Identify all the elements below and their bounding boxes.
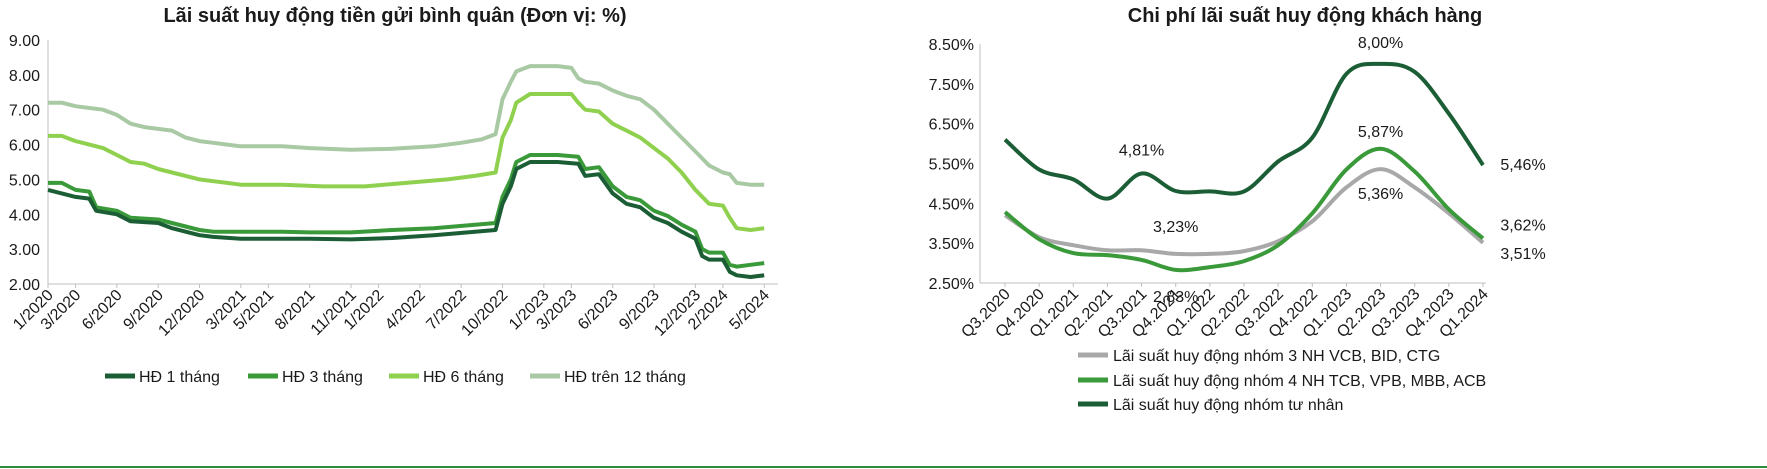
right-data-label: 2,83% (1153, 289, 1198, 306)
left-x-tick-label: 12/2020 (155, 287, 208, 340)
right-series-group (1003, 61, 1485, 273)
right-data-label: 5,87% (1358, 124, 1403, 141)
left-series-line-0 (47, 160, 765, 279)
left-legend: HĐ 1 tháng HĐ 3 tháng HĐ 6 tháng HĐ trên 12… (105, 369, 686, 386)
left-series-line-1 (48, 153, 765, 269)
left-y-tick-label: 2.00 (9, 277, 40, 294)
right-legend-label: Lãi suất huy động nhóm 4 NH TCB, VPB, MB… (1113, 373, 1486, 390)
right-legend: Lãi suất huy động nhóm 3 NH VCB, BID, CT… (1078, 348, 1486, 414)
bottom-divider (0, 466, 1767, 468)
right-series-line-0 (1003, 167, 1485, 257)
right-series-line-1 (1003, 146, 1485, 273)
right-data-label: 5,36% (1358, 186, 1403, 203)
left-legend-label: HĐ 3 tháng (282, 369, 363, 386)
right-axes: 8.50%7.50%6.50%5.50%4.50%3.50%2.50%Q3.20… (929, 37, 1492, 341)
right-chart-title: Chi phí lãi suất huy động khách hàng (1128, 5, 1482, 27)
left-series-line-3 (48, 64, 765, 187)
left-legend-label: HĐ 6 tháng (423, 369, 504, 386)
right-y-tick-label: 4.50% (929, 196, 974, 213)
right-data-labels: 4,81% 8,00% 5,46% 5,87% 5,36% 3,23% 2,83% 3,62%… (1119, 35, 1546, 306)
left-x-tick-label: 5/2024 (726, 287, 773, 334)
right-data-label: 8,00% (1358, 35, 1403, 52)
right-legend-label: Lãi suất huy động nhóm 3 NH VCB, BID, CT… (1113, 348, 1440, 365)
right-y-tick-label: 3.50% (929, 236, 974, 253)
left-x-tick-label: 10/2022 (458, 287, 511, 340)
left-legend-label: HĐ trên 12 tháng (564, 369, 686, 386)
left-y-tick-label: 3.00 (9, 242, 40, 259)
left-y-tick-label: 7.00 (9, 103, 40, 120)
left-series-group (47, 64, 765, 279)
right-y-tick-label: 5.50% (929, 157, 974, 174)
left-x-tick-label: 4/2022 (382, 287, 429, 334)
right-legend-label: Lãi suất huy động nhóm tư nhân (1113, 397, 1343, 414)
right-y-tick-label: 8.50% (929, 37, 974, 54)
left-series-line-2 (48, 92, 765, 232)
left-y-tick-label: 4.00 (9, 207, 40, 224)
right-data-label: 3,51% (1500, 246, 1545, 263)
left-y-tick-label: 5.00 (9, 172, 40, 189)
right-data-label: 4,81% (1119, 142, 1164, 159)
right-y-tick-label: 2.50% (929, 276, 974, 293)
left-y-tick-label: 9.00 (9, 33, 40, 50)
right-data-label: 3,62% (1500, 217, 1545, 234)
right-data-label: 5,46% (1500, 157, 1545, 174)
right-y-tick-label: 6.50% (929, 117, 974, 134)
right-y-tick-label: 7.50% (929, 77, 974, 94)
left-legend-label: HĐ 1 tháng (139, 369, 220, 386)
left-chart-title: Lãi suất huy động tiền gửi bình quân (Đơ… (163, 5, 626, 27)
left-y-tick-label: 6.00 (9, 138, 40, 155)
left-axes: 9.008.007.006.005.004.003.002.001/20203/… (9, 33, 778, 340)
right-series-line-2 (1003, 61, 1485, 201)
funding-cost-line-chart: Chi phí lãi suất huy động khách hàng 8.5… (929, 5, 1546, 414)
deposit-rate-line-chart: Lãi suất huy động tiền gửi bình quân (Đơ… (9, 5, 778, 386)
left-x-tick-label: 6/2020 (79, 287, 126, 334)
left-y-tick-label: 8.00 (9, 68, 40, 85)
right-data-label: 3,23% (1153, 219, 1198, 236)
left-x-tick-label: 6/2023 (575, 287, 622, 334)
